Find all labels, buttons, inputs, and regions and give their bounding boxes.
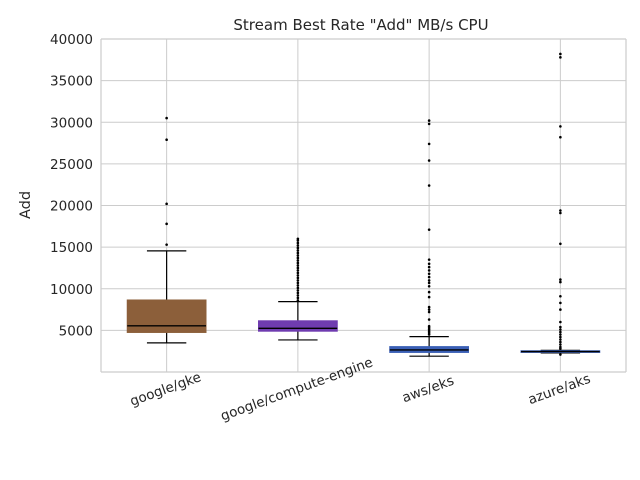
outlier-point <box>427 318 431 321</box>
outlier-point <box>427 284 431 288</box>
outlier-point <box>559 52 562 56</box>
y-tick-labels: 5000 10000 15000 20000 25000 30000 35000 40000 <box>50 32 93 339</box>
outlier-point <box>427 122 431 126</box>
outlier-point <box>296 264 300 267</box>
outlier-point <box>427 265 431 269</box>
outlier-point <box>165 243 168 246</box>
outlier-point <box>296 266 300 270</box>
outlier-point <box>559 242 562 246</box>
outlier-point <box>427 119 431 122</box>
outlier-point <box>559 333 562 336</box>
outlier-point <box>296 281 300 285</box>
box-body <box>258 320 338 332</box>
outlier-point <box>296 296 300 300</box>
outlier-point <box>559 125 562 128</box>
outlier-point <box>296 291 300 295</box>
outlier-point <box>559 338 562 341</box>
outlier-point <box>296 276 300 280</box>
outlier-point <box>559 340 562 344</box>
chart-title: Stream Best Rate "Add" MB/s CPU <box>233 16 488 34</box>
y-tick-label: 20000 <box>50 199 93 215</box>
outlier-point <box>296 279 300 282</box>
box-google-gke <box>126 116 207 344</box>
outlier-point <box>427 269 431 272</box>
outlier-point <box>296 259 300 262</box>
outlier-point <box>427 308 431 311</box>
outlier-point <box>427 295 431 299</box>
outlier-point <box>559 343 562 346</box>
outlier-point <box>427 272 431 276</box>
outlier-point <box>296 244 300 247</box>
outlier-point <box>427 262 431 266</box>
outlier-point <box>296 251 300 255</box>
y-tick-label: 5000 <box>59 323 93 339</box>
y-tick-label: 15000 <box>50 240 93 256</box>
box-aws-eks <box>389 119 469 357</box>
outlier-point <box>296 274 300 277</box>
box-body <box>126 299 207 333</box>
y-tick-label: 10000 <box>50 282 93 298</box>
outlier-point <box>559 135 562 139</box>
y-tick-label: 25000 <box>50 157 93 173</box>
outlier-point <box>296 237 300 241</box>
outlier-point <box>559 335 562 339</box>
outlier-point <box>559 345 562 349</box>
outlier-point <box>559 56 562 59</box>
outlier-point <box>165 138 168 142</box>
outlier-point <box>296 289 300 292</box>
outlier-point <box>296 249 300 252</box>
outlier-point <box>427 281 431 285</box>
outlier-point <box>165 116 168 120</box>
outlier-point <box>427 228 431 231</box>
outlier-point <box>427 310 431 314</box>
y-tick-label: 35000 <box>50 74 93 90</box>
outlier-point <box>427 275 431 279</box>
outlier-point <box>559 294 562 298</box>
outlier-point <box>165 222 168 226</box>
outlier-point <box>559 328 562 331</box>
outlier-point <box>296 241 300 245</box>
outlier-point <box>559 280 562 284</box>
outlier-point <box>559 211 562 215</box>
gridlines <box>101 38 626 372</box>
outlier-point <box>296 246 300 250</box>
outlier-point <box>559 209 562 212</box>
outlier-point <box>427 258 431 261</box>
box-azure-aks <box>520 52 601 356</box>
outlier-point <box>559 308 562 311</box>
outlier-point <box>296 261 300 265</box>
y-tick-label: 40000 <box>50 32 93 48</box>
outlier-point <box>427 142 431 146</box>
outlier-point <box>296 284 300 287</box>
outlier-point <box>559 353 562 356</box>
outlier-point <box>559 301 562 305</box>
outlier-point <box>296 294 300 297</box>
outlier-point <box>559 325 562 329</box>
outlier-point <box>427 279 431 282</box>
plot-frame <box>100 38 627 373</box>
outlier-point <box>427 305 431 309</box>
outlier-point <box>559 320 562 324</box>
box-google-compute-engine <box>258 237 338 341</box>
outlier-point <box>427 324 431 328</box>
y-axis-label: Add <box>18 191 34 219</box>
outlier-point <box>296 254 300 257</box>
outlier-point <box>296 286 300 290</box>
outlier-point <box>427 184 431 187</box>
outlier-point <box>296 299 300 302</box>
outlier-point <box>559 278 562 281</box>
box-series <box>126 52 601 357</box>
outlier-point <box>427 159 431 162</box>
outlier-point <box>165 202 168 206</box>
outlier-point <box>559 330 562 334</box>
outlier-point <box>296 269 300 272</box>
y-tick-label: 30000 <box>50 115 93 131</box>
outlier-point <box>296 256 300 260</box>
outlier-point <box>427 290 431 294</box>
outlier-point <box>296 271 300 275</box>
